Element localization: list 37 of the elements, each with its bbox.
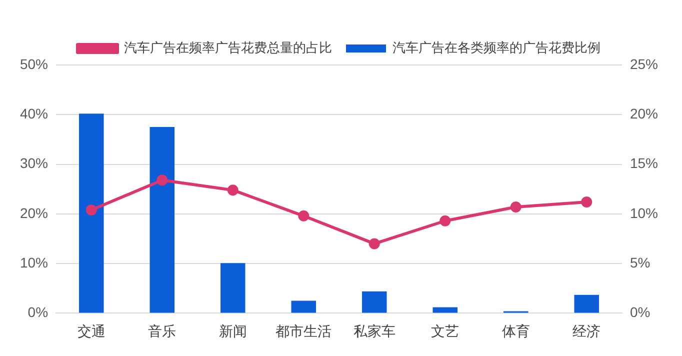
- x-tick-label: 音乐: [148, 324, 176, 340]
- point: [368, 238, 380, 250]
- bar: [291, 300, 316, 313]
- bar: [574, 294, 599, 313]
- x-tick-label: 体育: [502, 323, 530, 340]
- y2-tick-label: 0%: [630, 304, 650, 320]
- y-tick-label: 10%: [20, 254, 48, 270]
- point: [156, 174, 168, 186]
- legend-label: 汽车广告在各类频率的广告花费比例: [392, 40, 600, 56]
- y-tick-label: 50%: [20, 56, 48, 72]
- x-tick-label: 文艺: [431, 324, 460, 340]
- x-tick-label: 交通: [77, 324, 106, 340]
- bar: [150, 127, 175, 313]
- x-tick-label: 私家车: [353, 324, 396, 340]
- point: [86, 204, 97, 216]
- point: [440, 215, 451, 226]
- bar: [79, 114, 104, 313]
- x-tick-label: 经济: [572, 324, 601, 340]
- y2-tick-label: 10%: [630, 204, 658, 221]
- y2-tick-label: 25%: [630, 56, 658, 72]
- point: [510, 201, 522, 212]
- legend-label: 汽车广告在频率广告花费总量的占比: [124, 40, 332, 56]
- x-tick-label: 都市生活: [276, 324, 332, 340]
- point: [581, 196, 592, 208]
- point: [227, 184, 238, 196]
- y-tick-label: 0%: [28, 304, 48, 320]
- y2-tick-label: 15%: [630, 155, 658, 172]
- y2-tick-label: 20%: [630, 106, 658, 122]
- bar: [362, 291, 387, 313]
- bar: [220, 263, 246, 313]
- bar: [432, 307, 458, 313]
- point: [298, 210, 310, 222]
- y2-tick-label: 5%: [630, 254, 650, 270]
- x-tick-label: 新闻: [218, 324, 247, 340]
- y-tick-label: 20%: [20, 204, 48, 221]
- y-tick-label: 30%: [20, 155, 48, 172]
- y-tick-label: 40%: [20, 106, 48, 122]
